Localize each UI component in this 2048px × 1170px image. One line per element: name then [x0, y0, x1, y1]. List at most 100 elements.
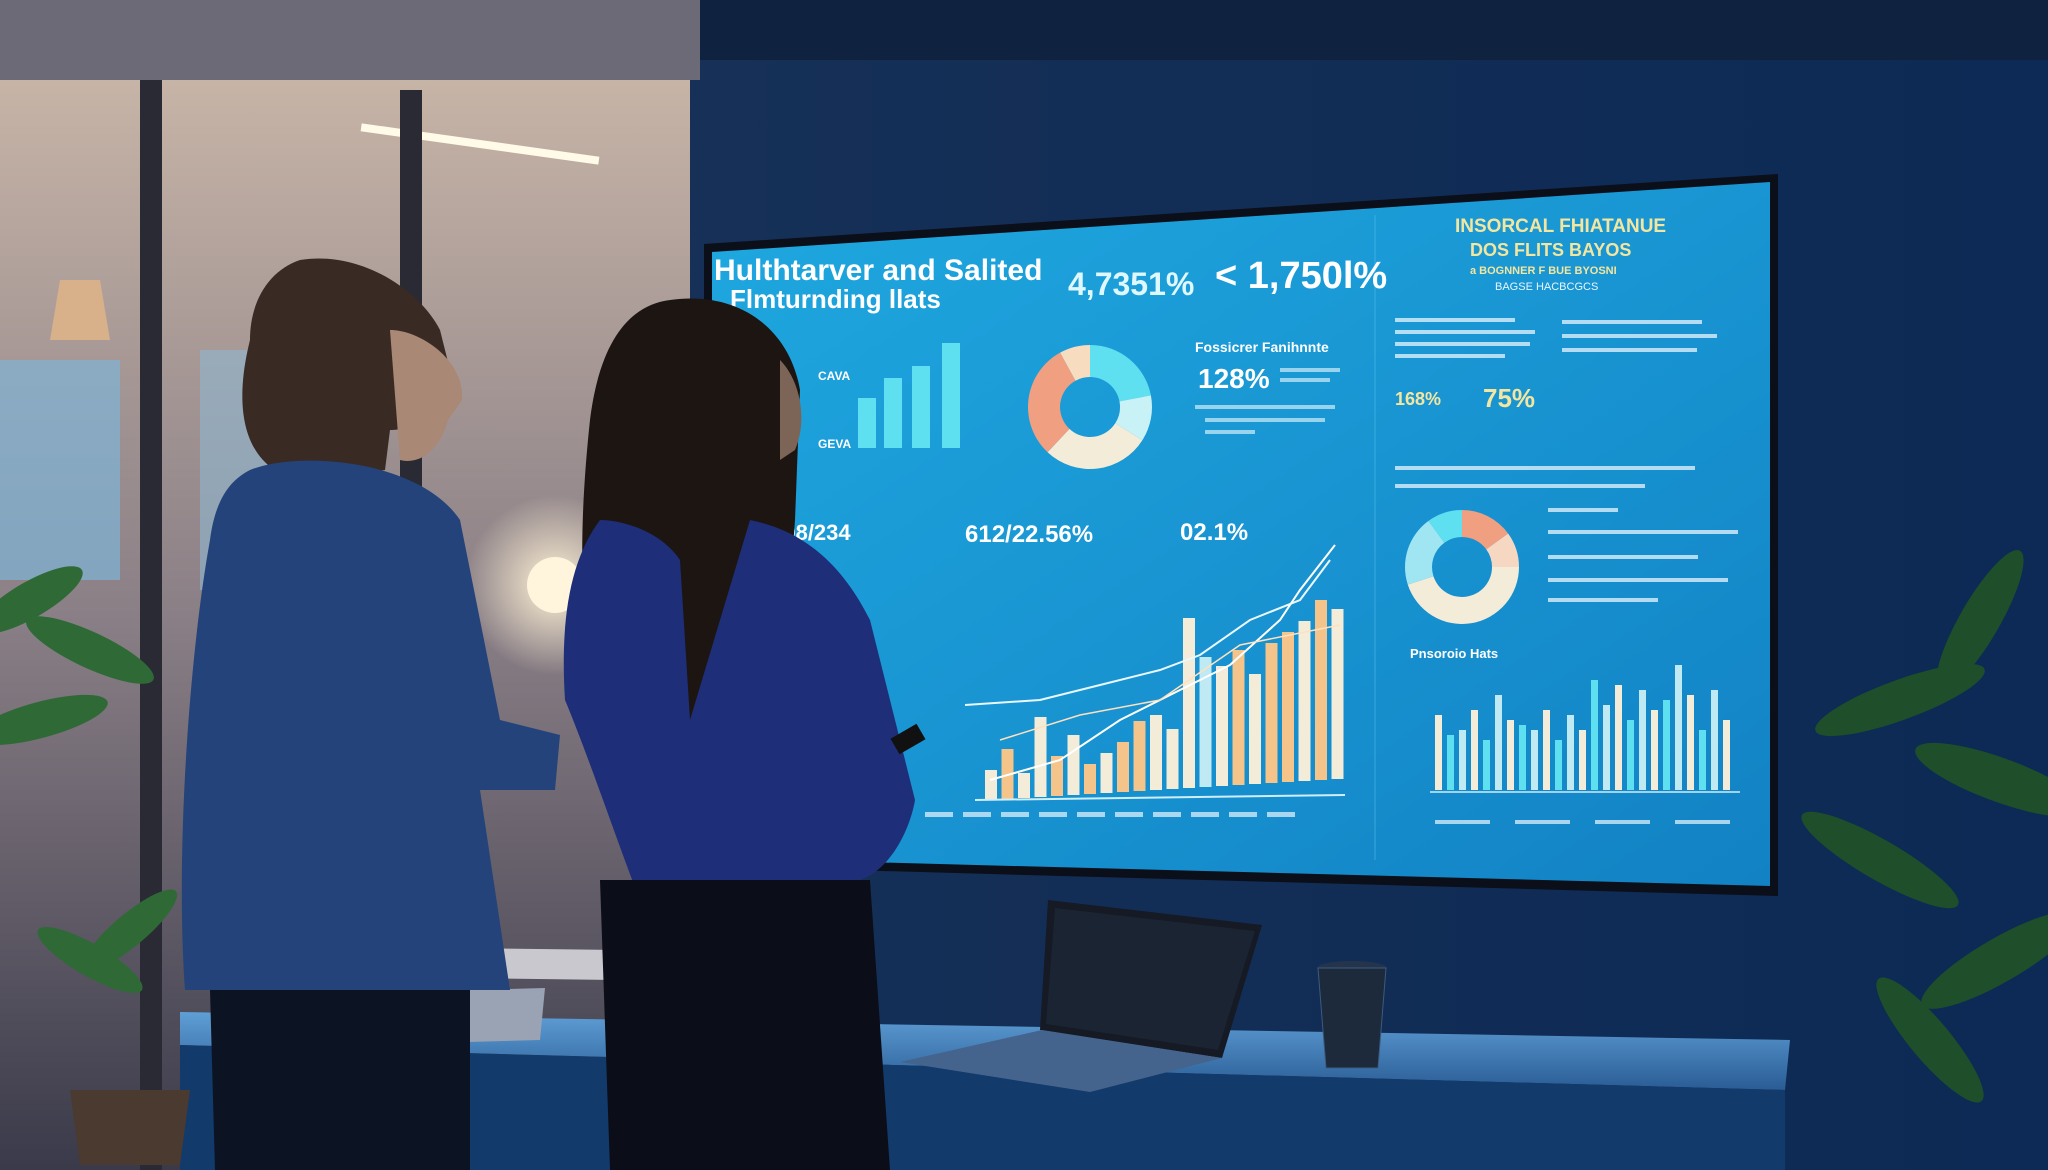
- bar: [1699, 730, 1706, 790]
- bar: [1067, 735, 1080, 795]
- bar: [985, 770, 997, 800]
- bar: [912, 366, 930, 448]
- bar: [1315, 600, 1327, 780]
- dashboard-screen: [712, 182, 1770, 886]
- bar: [1555, 740, 1562, 790]
- bar: [1084, 764, 1096, 794]
- trousers: [600, 880, 890, 1170]
- bar: [1034, 717, 1047, 797]
- right-bar-chart: [1430, 665, 1740, 824]
- text-lines: [1195, 368, 1340, 434]
- bar: [1627, 720, 1634, 790]
- axis-tick-label: [1191, 812, 1219, 817]
- bar: [1651, 710, 1658, 790]
- donut-slice: [1428, 510, 1462, 543]
- bar: [1531, 730, 1538, 790]
- pendant-lamp: [50, 280, 110, 340]
- bar: [1447, 735, 1454, 790]
- bar: [1331, 609, 1344, 779]
- bar: [1051, 756, 1063, 796]
- plant-right: [1801, 550, 2048, 1103]
- bar: [1232, 650, 1245, 785]
- right-panel-title-2: DOS FLITS BAYOS: [1470, 240, 1631, 260]
- trousers: [210, 990, 470, 1170]
- donut-slice: [1047, 423, 1143, 469]
- sweater: [563, 520, 915, 900]
- legend-text: [1515, 820, 1570, 824]
- axis-tick-label: [963, 812, 991, 817]
- donut-slice: [1060, 345, 1090, 381]
- bar: [1298, 621, 1311, 781]
- phone: [890, 723, 926, 755]
- axis-tick-label: [1039, 812, 1067, 817]
- axis-tick-label: [1077, 812, 1105, 817]
- bar: [1663, 700, 1670, 790]
- trend-line: [999, 624, 1341, 741]
- bar: [1018, 773, 1030, 798]
- bar: [1615, 685, 1622, 790]
- face: [780, 360, 802, 460]
- kpi-bottom-3: 02.1%: [1180, 519, 1248, 546]
- donut-slice: [1115, 395, 1152, 441]
- kpi-top-2: < 1,750l%: [1215, 255, 1387, 297]
- legend-text: [1435, 820, 1490, 824]
- legend-text: [1675, 820, 1730, 824]
- dashboard-subtitle: Flmturnding llats: [730, 284, 941, 314]
- bar: [1603, 705, 1610, 790]
- kpi-mid: 128%: [1198, 363, 1270, 394]
- bar: [1483, 740, 1490, 790]
- legend-lines: [1548, 508, 1738, 602]
- bar: [884, 378, 902, 448]
- right-panel-title: INSORCAL FHIATANUE: [1455, 216, 1666, 237]
- axis-tick-label: [925, 812, 953, 817]
- donut-slice: [1090, 345, 1151, 402]
- bar: [1282, 632, 1294, 782]
- bar: [1687, 695, 1694, 790]
- small-bar-label: CAVA: [818, 369, 851, 383]
- axis-tick-label: [1115, 812, 1143, 817]
- bar: [1723, 720, 1730, 790]
- person-left: [181, 258, 560, 1170]
- right-kpi-2: 75%: [1483, 383, 1535, 413]
- plant-pot: [70, 1090, 190, 1165]
- bar: [1711, 690, 1718, 790]
- blazer: [181, 460, 560, 990]
- right-panel-subtitle: a BOGNNER F BUE BYOSNI: [1470, 265, 1617, 277]
- right-chart-label: Pnsoroio Hats: [1410, 646, 1498, 661]
- donut-chart-2: [1404, 510, 1519, 624]
- bar: [1579, 730, 1586, 790]
- axis-tick-label: [1229, 812, 1257, 817]
- axis-tick-label: [1001, 812, 1029, 817]
- bar: [1150, 715, 1162, 790]
- donut-chart: [1028, 345, 1152, 469]
- bar: [1100, 753, 1113, 793]
- face: [390, 330, 463, 461]
- donut-slice: [1462, 510, 1509, 550]
- axis-tick-label: [1267, 812, 1295, 817]
- donut-slice: [1404, 520, 1445, 585]
- bar: [1435, 715, 1442, 790]
- donut-slice: [1028, 352, 1076, 453]
- bar: [942, 343, 960, 448]
- donut-slice: [1407, 567, 1519, 624]
- bar: [1117, 742, 1129, 792]
- kpi-mid-label: Fossicrer Fanihnnte: [1195, 339, 1329, 355]
- bar: [1183, 618, 1195, 788]
- bar: [1459, 730, 1466, 790]
- bar: [1199, 657, 1212, 787]
- bar: [1543, 710, 1550, 790]
- bar: [1639, 690, 1646, 790]
- main-bar-chart: [925, 544, 1346, 817]
- bar: [1133, 721, 1146, 791]
- small-bar-label: GEVA: [818, 437, 851, 451]
- kpi-top-1: 4,7351%: [1068, 266, 1194, 302]
- text-lines: [1395, 318, 1717, 488]
- bar: [1675, 665, 1682, 790]
- right-panel-caption: BAGSE HACBCGCS: [1495, 281, 1598, 293]
- plant-left: [0, 566, 190, 1165]
- bar: [1265, 643, 1278, 783]
- donut-slice: [1486, 533, 1519, 567]
- x-axis: [974, 794, 1346, 801]
- bar: [1495, 695, 1502, 790]
